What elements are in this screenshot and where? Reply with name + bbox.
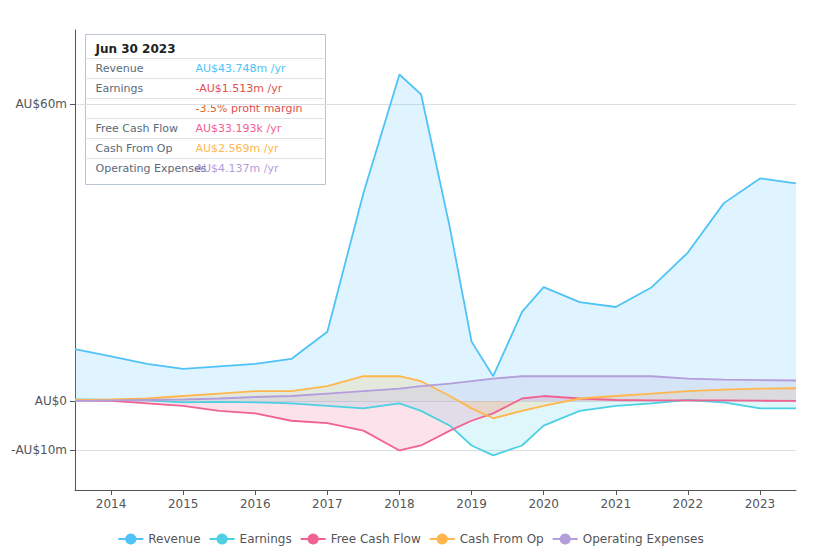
svg-text:Cash From Op: Cash From Op bbox=[96, 142, 173, 155]
svg-text:2023: 2023 bbox=[745, 497, 776, 511]
svg-text:2017: 2017 bbox=[312, 497, 343, 511]
svg-text:2022: 2022 bbox=[673, 497, 704, 511]
svg-text:-3.5%: -3.5% bbox=[196, 102, 228, 115]
svg-text:AU$4.137m /yr: AU$4.137m /yr bbox=[196, 162, 279, 175]
svg-text:2020: 2020 bbox=[528, 497, 559, 511]
svg-text:AU$33.193k /yr: AU$33.193k /yr bbox=[196, 122, 282, 135]
svg-text:Jun 30 2023: Jun 30 2023 bbox=[95, 42, 176, 56]
svg-text:2021: 2021 bbox=[600, 497, 631, 511]
svg-text:Operating Expenses: Operating Expenses bbox=[96, 162, 207, 175]
svg-text:2018: 2018 bbox=[384, 497, 415, 511]
svg-text:2019: 2019 bbox=[456, 497, 487, 511]
svg-text:-AU$10m: -AU$10m bbox=[11, 443, 67, 457]
svg-text:Earnings: Earnings bbox=[240, 532, 292, 546]
svg-text:-AU$1.513m /yr: -AU$1.513m /yr bbox=[196, 82, 283, 95]
svg-text:Free Cash Flow: Free Cash Flow bbox=[96, 122, 179, 135]
svg-text:AU$0: AU$0 bbox=[35, 394, 67, 408]
svg-text:AU$2.569m /yr: AU$2.569m /yr bbox=[196, 142, 279, 155]
svg-text:profit margin: profit margin bbox=[227, 102, 302, 115]
svg-text:AU$60m: AU$60m bbox=[15, 97, 67, 111]
svg-text:Operating Expenses: Operating Expenses bbox=[583, 532, 704, 546]
svg-text:Revenue: Revenue bbox=[96, 62, 144, 75]
svg-text:Revenue: Revenue bbox=[148, 532, 200, 546]
svg-text:Free Cash Flow: Free Cash Flow bbox=[331, 532, 421, 546]
svg-text:Cash From Op: Cash From Op bbox=[460, 532, 544, 546]
svg-text:AU$43.748m /yr: AU$43.748m /yr bbox=[196, 62, 286, 75]
svg-text:2016: 2016 bbox=[240, 497, 271, 511]
svg-text:2014: 2014 bbox=[96, 497, 127, 511]
svg-text:2015: 2015 bbox=[168, 497, 199, 511]
svg-text:Earnings: Earnings bbox=[96, 82, 144, 95]
